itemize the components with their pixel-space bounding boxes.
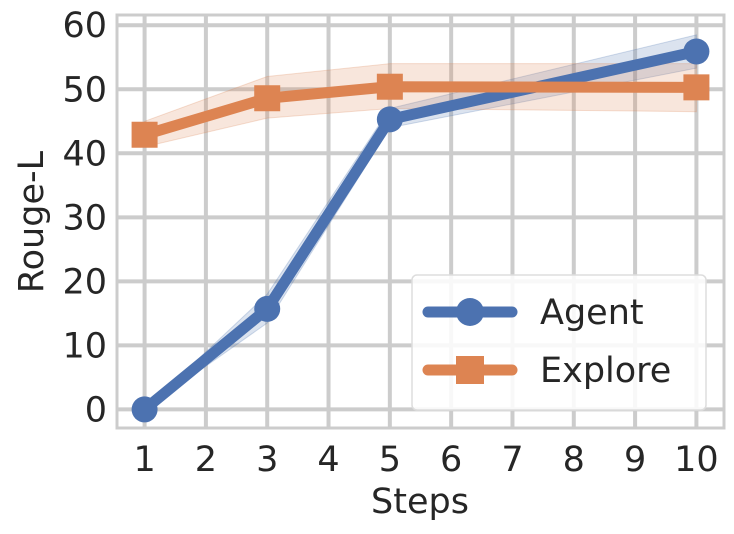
y-tick-label: 0: [85, 390, 107, 430]
x-tick-label: 5: [379, 440, 401, 480]
x-tick-label: 2: [195, 440, 217, 480]
data-point: [683, 74, 710, 101]
x-tick-label: 10: [674, 440, 719, 480]
data-point: [376, 106, 403, 133]
y-tick-label: 40: [62, 134, 107, 174]
legend-marker: [456, 356, 484, 384]
x-tick-label: 4: [317, 440, 339, 480]
data-point: [254, 85, 281, 112]
x-tick-label: 7: [501, 440, 523, 480]
legend-label: Explore: [540, 351, 671, 391]
plot-frame: [115, 13, 726, 430]
x-tick-label: 9: [624, 440, 646, 480]
data-point: [254, 295, 281, 322]
data-point: [683, 38, 710, 65]
x-tick-label: 6: [440, 440, 462, 480]
y-tick-label: 20: [62, 262, 107, 302]
legend-marker: [456, 298, 484, 326]
data-point: [131, 121, 158, 148]
x-tick-label: 1: [133, 440, 155, 480]
y-tick-label: 10: [62, 326, 107, 366]
y-tick-label: 60: [62, 6, 107, 46]
y-axis-label: Rouge-L: [12, 150, 52, 293]
x-axis-label: Steps: [371, 482, 469, 522]
y-tick-label: 30: [62, 198, 107, 238]
y-tick-label: 50: [62, 70, 107, 110]
data-point: [131, 396, 158, 423]
x-tick-label: 3: [256, 440, 278, 480]
legend-label: Agent: [540, 293, 644, 333]
legend: Agent Explore: [411, 274, 707, 411]
data-point: [376, 73, 403, 100]
series-line: [143, 81, 697, 141]
x-tick-label: 8: [563, 440, 585, 480]
